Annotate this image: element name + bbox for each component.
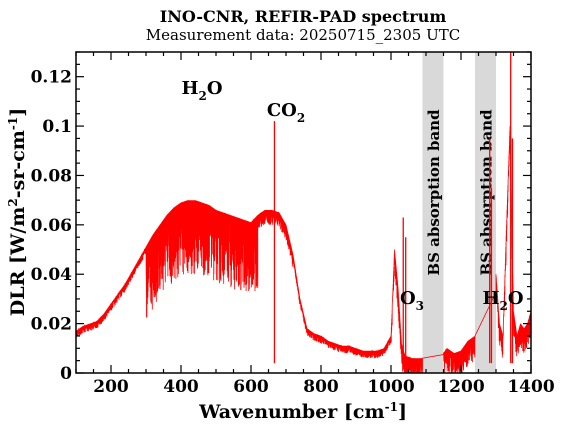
x-tick-label: 400	[163, 377, 199, 397]
absorption-band-label: BS absorption band	[425, 109, 443, 276]
spectrum-series	[75, 52, 532, 374]
absorption-band-2	[475, 52, 496, 373]
y-tick-label: 0.12	[31, 68, 72, 88]
spectrum-peaks	[273, 52, 514, 364]
y-tick-label: 0.1	[42, 117, 72, 137]
absorption-band-1	[422, 52, 444, 373]
x-axis-label: Wavenumber [cm-1]	[198, 400, 407, 423]
x-tick-label: 1000	[367, 377, 414, 397]
x-tick-label: 1200	[437, 377, 484, 397]
x-axis-ticks: 200 400 600 800 1000 1200 1400	[75, 52, 555, 397]
x-tick-label: 200	[93, 377, 129, 397]
absorption-band-label: BS absorption band	[478, 109, 496, 276]
annotation-3: O3	[400, 288, 424, 313]
chart-title: INO-CNR, REFIR-PAD spectrum	[160, 7, 447, 26]
y-tick-label: 0.04	[31, 265, 73, 285]
x-tick-label: 800	[303, 377, 339, 397]
chart-subtitle: Measurement data: 20250715_2305 UTC	[146, 26, 460, 44]
x-tick-label: 1400	[507, 377, 554, 397]
plot-frame	[75, 51, 532, 374]
spectrum-line-1	[75, 126, 532, 374]
y-axis-label: DLR [W/m2-sr-cm-1]	[6, 108, 29, 316]
y-tick-label: 0.06	[31, 216, 72, 236]
y-axis-ticks: 0 0.02 0.04 0.06 0.08 0.1 0.12	[31, 51, 531, 384]
annotation-4: H2O	[482, 288, 523, 313]
x-tick-label: 600	[233, 377, 269, 397]
molecule-annotations: H2O CO2 O3 H2O	[181, 78, 523, 313]
y-tick-label: 0.08	[31, 166, 72, 186]
annotation-1: H2O	[181, 78, 222, 103]
annotation-2: CO2	[267, 100, 305, 125]
absorption-bands: BS absorption band BS absorption band	[422, 52, 496, 373]
y-tick-label: 0.02	[31, 315, 72, 335]
y-tick-label: 0	[60, 364, 72, 384]
